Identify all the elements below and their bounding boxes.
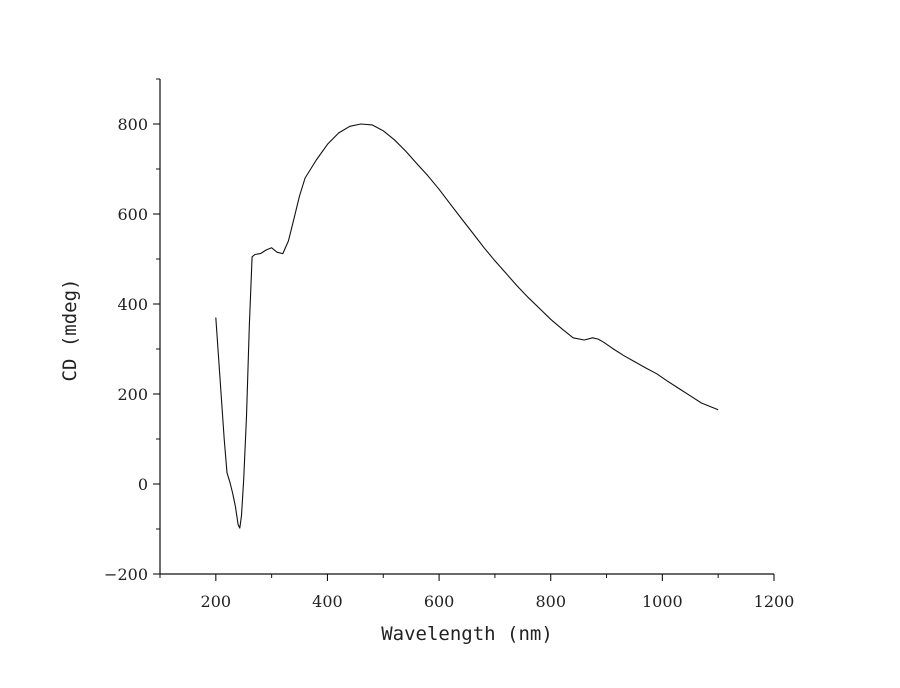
x-tick-label: 800 <box>535 592 566 611</box>
cd-series-line <box>215 123 719 529</box>
y-tick-label: −200 <box>104 565 148 584</box>
x-tick-label: 400 <box>312 592 343 611</box>
y-tick-label: 400 <box>117 295 148 314</box>
x-tick-label: 200 <box>201 592 232 611</box>
y-axis-title: CD (mdeg) <box>59 279 81 382</box>
plot-area <box>215 123 719 529</box>
x-tick-label: 1000 <box>642 592 683 611</box>
ticks: 200 400 600 800 1000 1200 −200 0 200 400 600 800 <box>104 78 795 611</box>
y-tick-label: 800 <box>117 115 148 134</box>
y-tick-label: 200 <box>117 385 148 404</box>
y-tick-label: 0 <box>138 475 148 494</box>
x-axis-title: Wavelength (nm) <box>381 623 553 645</box>
x-tick-label: 600 <box>424 592 455 611</box>
axes <box>159 79 774 575</box>
y-tick-label: 600 <box>117 205 148 224</box>
x-tick-label: 1200 <box>754 592 795 611</box>
